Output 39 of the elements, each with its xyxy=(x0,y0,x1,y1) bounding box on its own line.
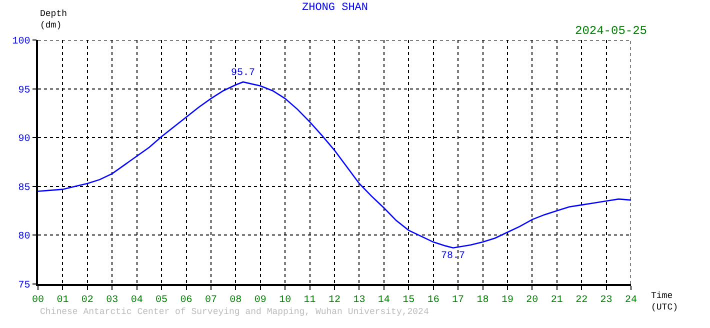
x-tick-label: 24 xyxy=(624,294,638,306)
y-axis-title: Depth (dm) xyxy=(40,9,68,31)
x-tick-label: 18 xyxy=(476,294,489,306)
x-axis-title: Time (UTC) xyxy=(651,291,678,313)
x-tick-label: 04 xyxy=(130,294,143,306)
annotation: 78.7 xyxy=(441,251,466,262)
chart-subtitle: 2024-05-25 xyxy=(575,24,648,38)
x-tick-label: 08 xyxy=(230,294,242,306)
x-tick-label: 07 xyxy=(204,294,217,306)
x-tick-label: 09 xyxy=(254,294,266,306)
x-tick-label: 23 xyxy=(600,294,612,306)
x-tick-label: 03 xyxy=(106,294,118,306)
x-tick-label: 00 xyxy=(32,294,44,306)
y-tick-label: 85 xyxy=(18,182,30,194)
annotation: 95.7 xyxy=(231,68,256,79)
x-tick-label: 21 xyxy=(550,294,563,306)
x-tick-label: 06 xyxy=(180,294,192,306)
x-tick-label: 10 xyxy=(279,294,292,306)
x-tick-label: 17 xyxy=(452,294,464,306)
x-tick-label: 02 xyxy=(81,294,94,306)
x-tick-label: 20 xyxy=(526,294,538,306)
x-tick-label: 05 xyxy=(156,294,168,306)
line-series xyxy=(38,81,631,249)
x-tick-label: 22 xyxy=(576,294,588,306)
y-tick-label: 95 xyxy=(18,85,30,96)
x-tick-label: 13 xyxy=(353,294,366,306)
text: Chinese Antarctic Center of Surveying and Mapping, Wuhan University,2024 xyxy=(40,307,429,317)
y-tick-label: 80 xyxy=(18,232,30,243)
x-tick-label: 01 xyxy=(56,294,69,306)
y-tick-label: 90 xyxy=(18,134,30,146)
y-tick-label: 100 xyxy=(12,36,30,48)
chart-title: ZHONG SHAN xyxy=(302,2,368,14)
x-tick-label: 16 xyxy=(427,294,440,306)
y-tick-label: 75 xyxy=(18,280,30,292)
x-tick-label: 15 xyxy=(402,294,415,306)
x-tick-label: 14 xyxy=(378,294,390,306)
x-tick-label: 12 xyxy=(328,294,341,306)
x-tick-label: 19 xyxy=(501,294,514,306)
x-tick-label: 11 xyxy=(304,294,316,306)
